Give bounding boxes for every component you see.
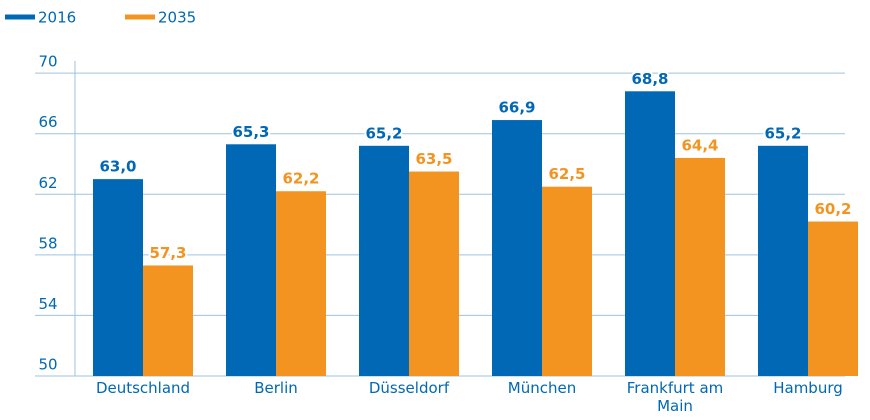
y-tick-label: 54 (38, 295, 57, 313)
y-tick-label: 58 (38, 234, 57, 252)
legend-label: 2016 (38, 9, 76, 27)
x-tick-label: München (507, 379, 577, 397)
x-tick-label: Hamburg (773, 379, 843, 397)
y-tick-label: 66 (38, 113, 57, 131)
bar (359, 145, 409, 376)
bar (758, 145, 808, 376)
value-label: 63,0 (99, 158, 136, 176)
bar (625, 91, 675, 377)
bar (675, 157, 725, 376)
value-label: 68,8 (631, 70, 668, 88)
y-tick-label: 62 (38, 174, 57, 192)
bar (409, 171, 459, 376)
value-label: 60,2 (814, 200, 851, 218)
bar (542, 186, 592, 376)
x-tick-label: Berlin (254, 379, 298, 397)
bar (143, 265, 193, 376)
value-label: 65,2 (764, 124, 801, 142)
x-tick-label: Deutschland (95, 379, 191, 397)
value-label: 63,5 (415, 150, 452, 168)
x-tick-label: Düsseldorf (368, 379, 450, 397)
legend-label: 2035 (158, 9, 196, 27)
x-tick-label: Frankfurt am Main (626, 379, 724, 415)
bar (276, 191, 326, 376)
value-label: 57,3 (149, 244, 186, 262)
value-label: 65,2 (365, 124, 402, 142)
bar (492, 120, 542, 376)
y-tick-label: 50 (38, 356, 57, 374)
value-label: 62,2 (282, 170, 319, 188)
value-label: 65,3 (232, 123, 269, 141)
bar (226, 144, 276, 376)
value-label: 66,9 (498, 99, 535, 117)
value-label: 64,4 (681, 136, 718, 154)
value-label: 62,5 (548, 165, 585, 183)
bar (93, 179, 143, 376)
bar (808, 221, 858, 376)
y-tick-label: 70 (38, 53, 57, 71)
